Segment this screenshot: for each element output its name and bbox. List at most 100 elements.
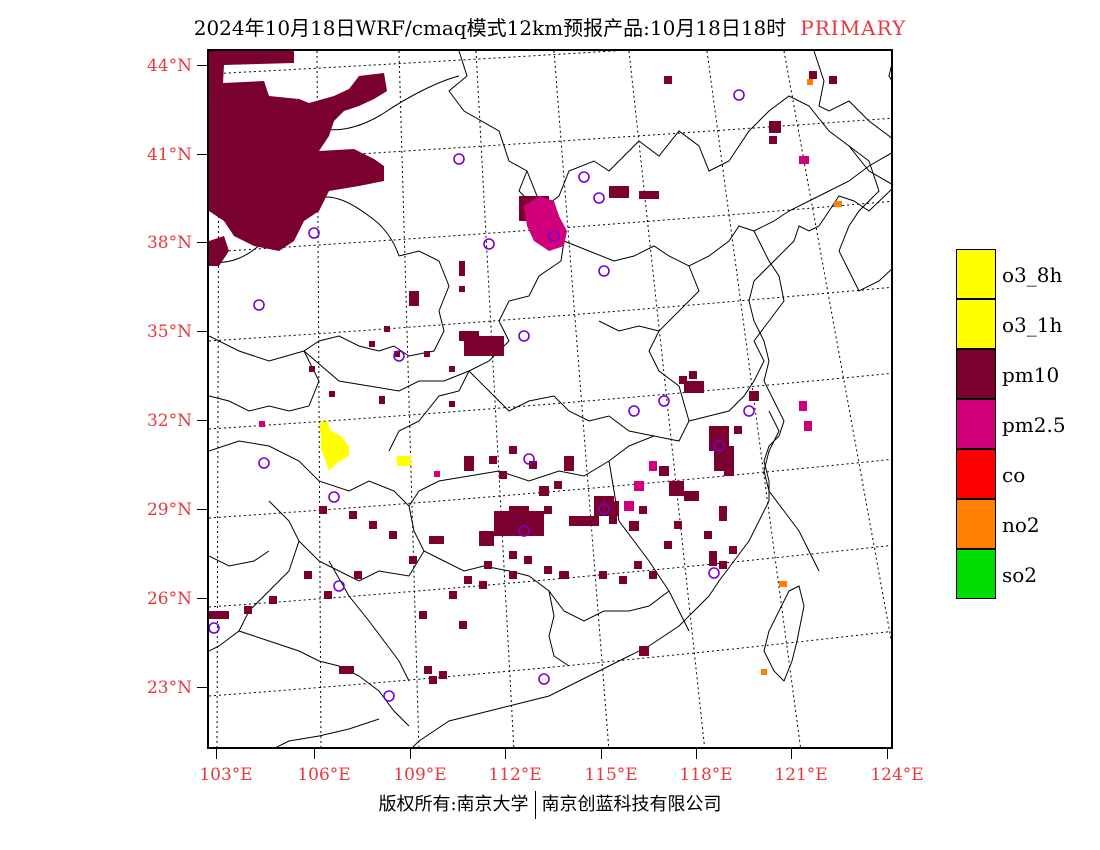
pm25-area <box>524 196 567 251</box>
pm10-cell <box>554 481 562 489</box>
lat-label: 29°N <box>146 500 192 520</box>
station-circle-icon <box>733 89 745 101</box>
lat-label: 44°N <box>146 56 192 76</box>
pm10-cell <box>704 531 712 539</box>
map-panel <box>207 49 893 749</box>
station-circle-icon <box>523 453 535 465</box>
lat-label: 35°N <box>146 322 192 342</box>
pm10-cell <box>459 261 465 276</box>
pm10-cell <box>509 551 517 559</box>
pm10-cell <box>569 516 599 526</box>
pm10-cell <box>679 376 687 384</box>
pm10-cell <box>449 591 457 599</box>
station-circle-icon <box>578 171 590 183</box>
monitoring-station-markers <box>209 89 755 702</box>
o3-cell <box>397 456 411 466</box>
lat-label: 26°N <box>146 589 192 609</box>
map-title: 2024年10月18日WRF/cmaq模式12km预报产品:10月18日18时 P… <box>0 12 1100 41</box>
pm10-area <box>209 236 229 266</box>
pm10-cell <box>664 76 672 84</box>
pm10-cell <box>429 676 437 684</box>
lon-tick <box>314 749 315 759</box>
pm10-cell <box>209 611 229 619</box>
color-swatch-icon <box>956 249 996 299</box>
pm10-cell <box>749 391 759 401</box>
pm10-cell <box>564 456 574 471</box>
pm10-cell <box>304 571 312 579</box>
pm10-cell <box>384 326 390 332</box>
lat-tick <box>197 242 207 243</box>
pm10-cell <box>449 366 455 372</box>
pm10-cell <box>439 671 447 679</box>
lat-label: 41°N <box>146 145 192 165</box>
pm10-cell <box>509 506 529 516</box>
legend-label: so2 <box>1002 563 1038 587</box>
pm10-cell <box>324 591 332 599</box>
lon-label: 118°E <box>679 765 733 785</box>
pm10-cell <box>479 531 494 546</box>
station-circle-icon <box>598 503 610 515</box>
station-circle-icon <box>393 350 405 362</box>
pm25-cell <box>649 461 657 471</box>
station-circle-icon <box>328 491 340 503</box>
lon-tick <box>410 749 411 759</box>
pm10-cell <box>734 426 742 434</box>
lon-tick <box>887 749 888 759</box>
color-swatch-icon <box>956 499 996 549</box>
pm25-cell <box>634 481 644 491</box>
pm10-cell <box>449 401 455 407</box>
pm10-cell <box>419 611 427 619</box>
lon-label: 106°E <box>297 765 351 785</box>
pm10-cell <box>619 576 627 584</box>
pm25-cell <box>804 421 812 431</box>
color-swatch-icon <box>956 399 996 449</box>
station-circle-icon <box>548 230 560 242</box>
station-circle-icon <box>593 192 605 204</box>
pm10-cell <box>634 561 642 569</box>
lat-tick <box>197 687 207 688</box>
o3-areas <box>319 421 411 471</box>
pm25-cell <box>624 501 634 511</box>
station-circle-icon <box>518 525 530 537</box>
pm10-cell <box>424 666 432 674</box>
lat-tick <box>197 420 207 421</box>
pm10-cell <box>464 456 474 471</box>
lon-tick <box>505 749 506 759</box>
station-circle-icon <box>628 405 640 417</box>
pm10-cell <box>669 481 684 496</box>
pm10-cell <box>769 136 777 144</box>
pm10-cell <box>684 381 704 393</box>
legend-label: co <box>1002 463 1026 487</box>
pm10-cell <box>484 561 492 569</box>
station-circle-icon <box>333 580 345 592</box>
pm10-cell <box>269 596 277 604</box>
lon-label: 112°E <box>488 765 542 785</box>
lon-label: 115°E <box>584 765 638 785</box>
station-circle-icon <box>383 690 395 702</box>
pm10-cell <box>559 571 569 579</box>
pm10-cell <box>629 521 639 531</box>
lon-label: 109°E <box>393 765 447 785</box>
lat-tick <box>197 509 207 510</box>
no2-cell <box>761 669 767 675</box>
color-swatch-icon <box>956 449 996 499</box>
copyright-owner: 版权所有:南京大学 <box>378 794 529 815</box>
pm10-cell <box>464 576 472 584</box>
station-circle-icon <box>708 567 720 579</box>
lat-tick <box>197 65 207 66</box>
no2-cell <box>807 79 813 85</box>
pm10-cell <box>684 491 699 501</box>
pm10-cell <box>459 286 465 292</box>
pm10-cell <box>689 371 697 379</box>
boundaries <box>209 51 891 747</box>
pm10-cell <box>244 606 252 614</box>
legend-label: o3_8h <box>1002 263 1063 287</box>
lat-tick <box>197 598 207 599</box>
no2-areas <box>761 79 842 675</box>
pm10-cell <box>674 521 682 529</box>
lon-label: 121°E <box>774 765 828 785</box>
pm10-cell <box>829 76 837 84</box>
legend-label: o3_1h <box>1002 313 1063 337</box>
title-main: 2024年10月18日WRF/cmaq模式12km预报产品:10月18日18时 <box>193 16 787 40</box>
pm10-cell <box>459 621 467 629</box>
